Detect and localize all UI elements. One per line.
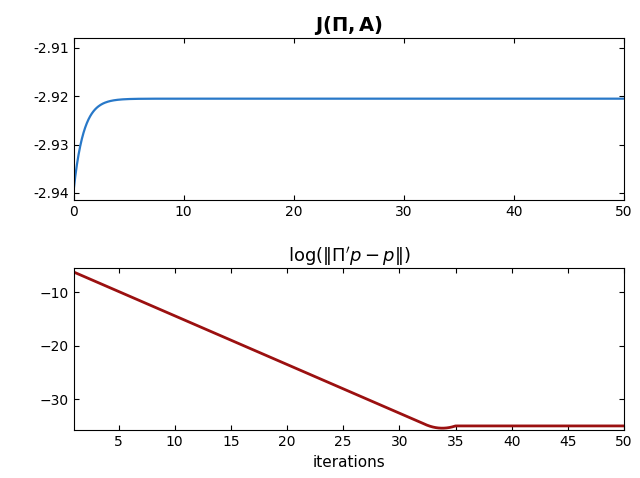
X-axis label: iterations: iterations <box>312 455 385 469</box>
Title: $\mathrm{log}(\|\Pi' p - p\|)$: $\mathrm{log}(\|\Pi' p - p\|)$ <box>287 245 410 268</box>
Title: $\bf{J}(\bf{\Pi}, \bf{A})$: $\bf{J}(\bf{\Pi}, \bf{A})$ <box>314 14 383 37</box>
